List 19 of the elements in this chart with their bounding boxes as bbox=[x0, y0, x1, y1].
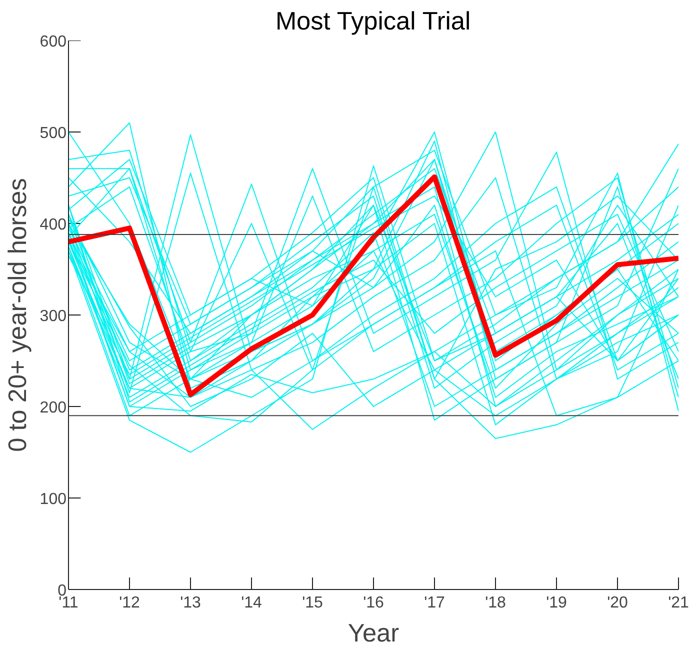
x-tick-label: '20 bbox=[607, 594, 628, 612]
y-tick-label: 200 bbox=[40, 400, 67, 416]
x-tick-label: '12 bbox=[119, 594, 140, 612]
x-axis-title: Year bbox=[348, 620, 400, 648]
y-tick-label: 100 bbox=[40, 491, 67, 508]
chart-title: Most Typical Trial bbox=[275, 8, 471, 36]
y-axis-title: 0 to 20+ year-old horses bbox=[4, 178, 32, 452]
x-tick-label: '13 bbox=[180, 594, 202, 612]
x-tick-label: '14 bbox=[241, 594, 262, 612]
y-tick-label: 300 bbox=[40, 308, 67, 325]
x-tick-label: '16 bbox=[363, 594, 384, 612]
x-tick-label: '17 bbox=[424, 594, 446, 612]
y-tick-label: 600 bbox=[40, 34, 67, 50]
y-tick-label: 500 bbox=[40, 125, 67, 142]
x-tick-label: '18 bbox=[485, 594, 506, 612]
x-tick-label: '21 bbox=[668, 594, 690, 612]
x-tick-label: '19 bbox=[546, 594, 568, 612]
x-tick-label: '15 bbox=[302, 594, 324, 612]
y-tick-label: 400 bbox=[40, 216, 67, 234]
